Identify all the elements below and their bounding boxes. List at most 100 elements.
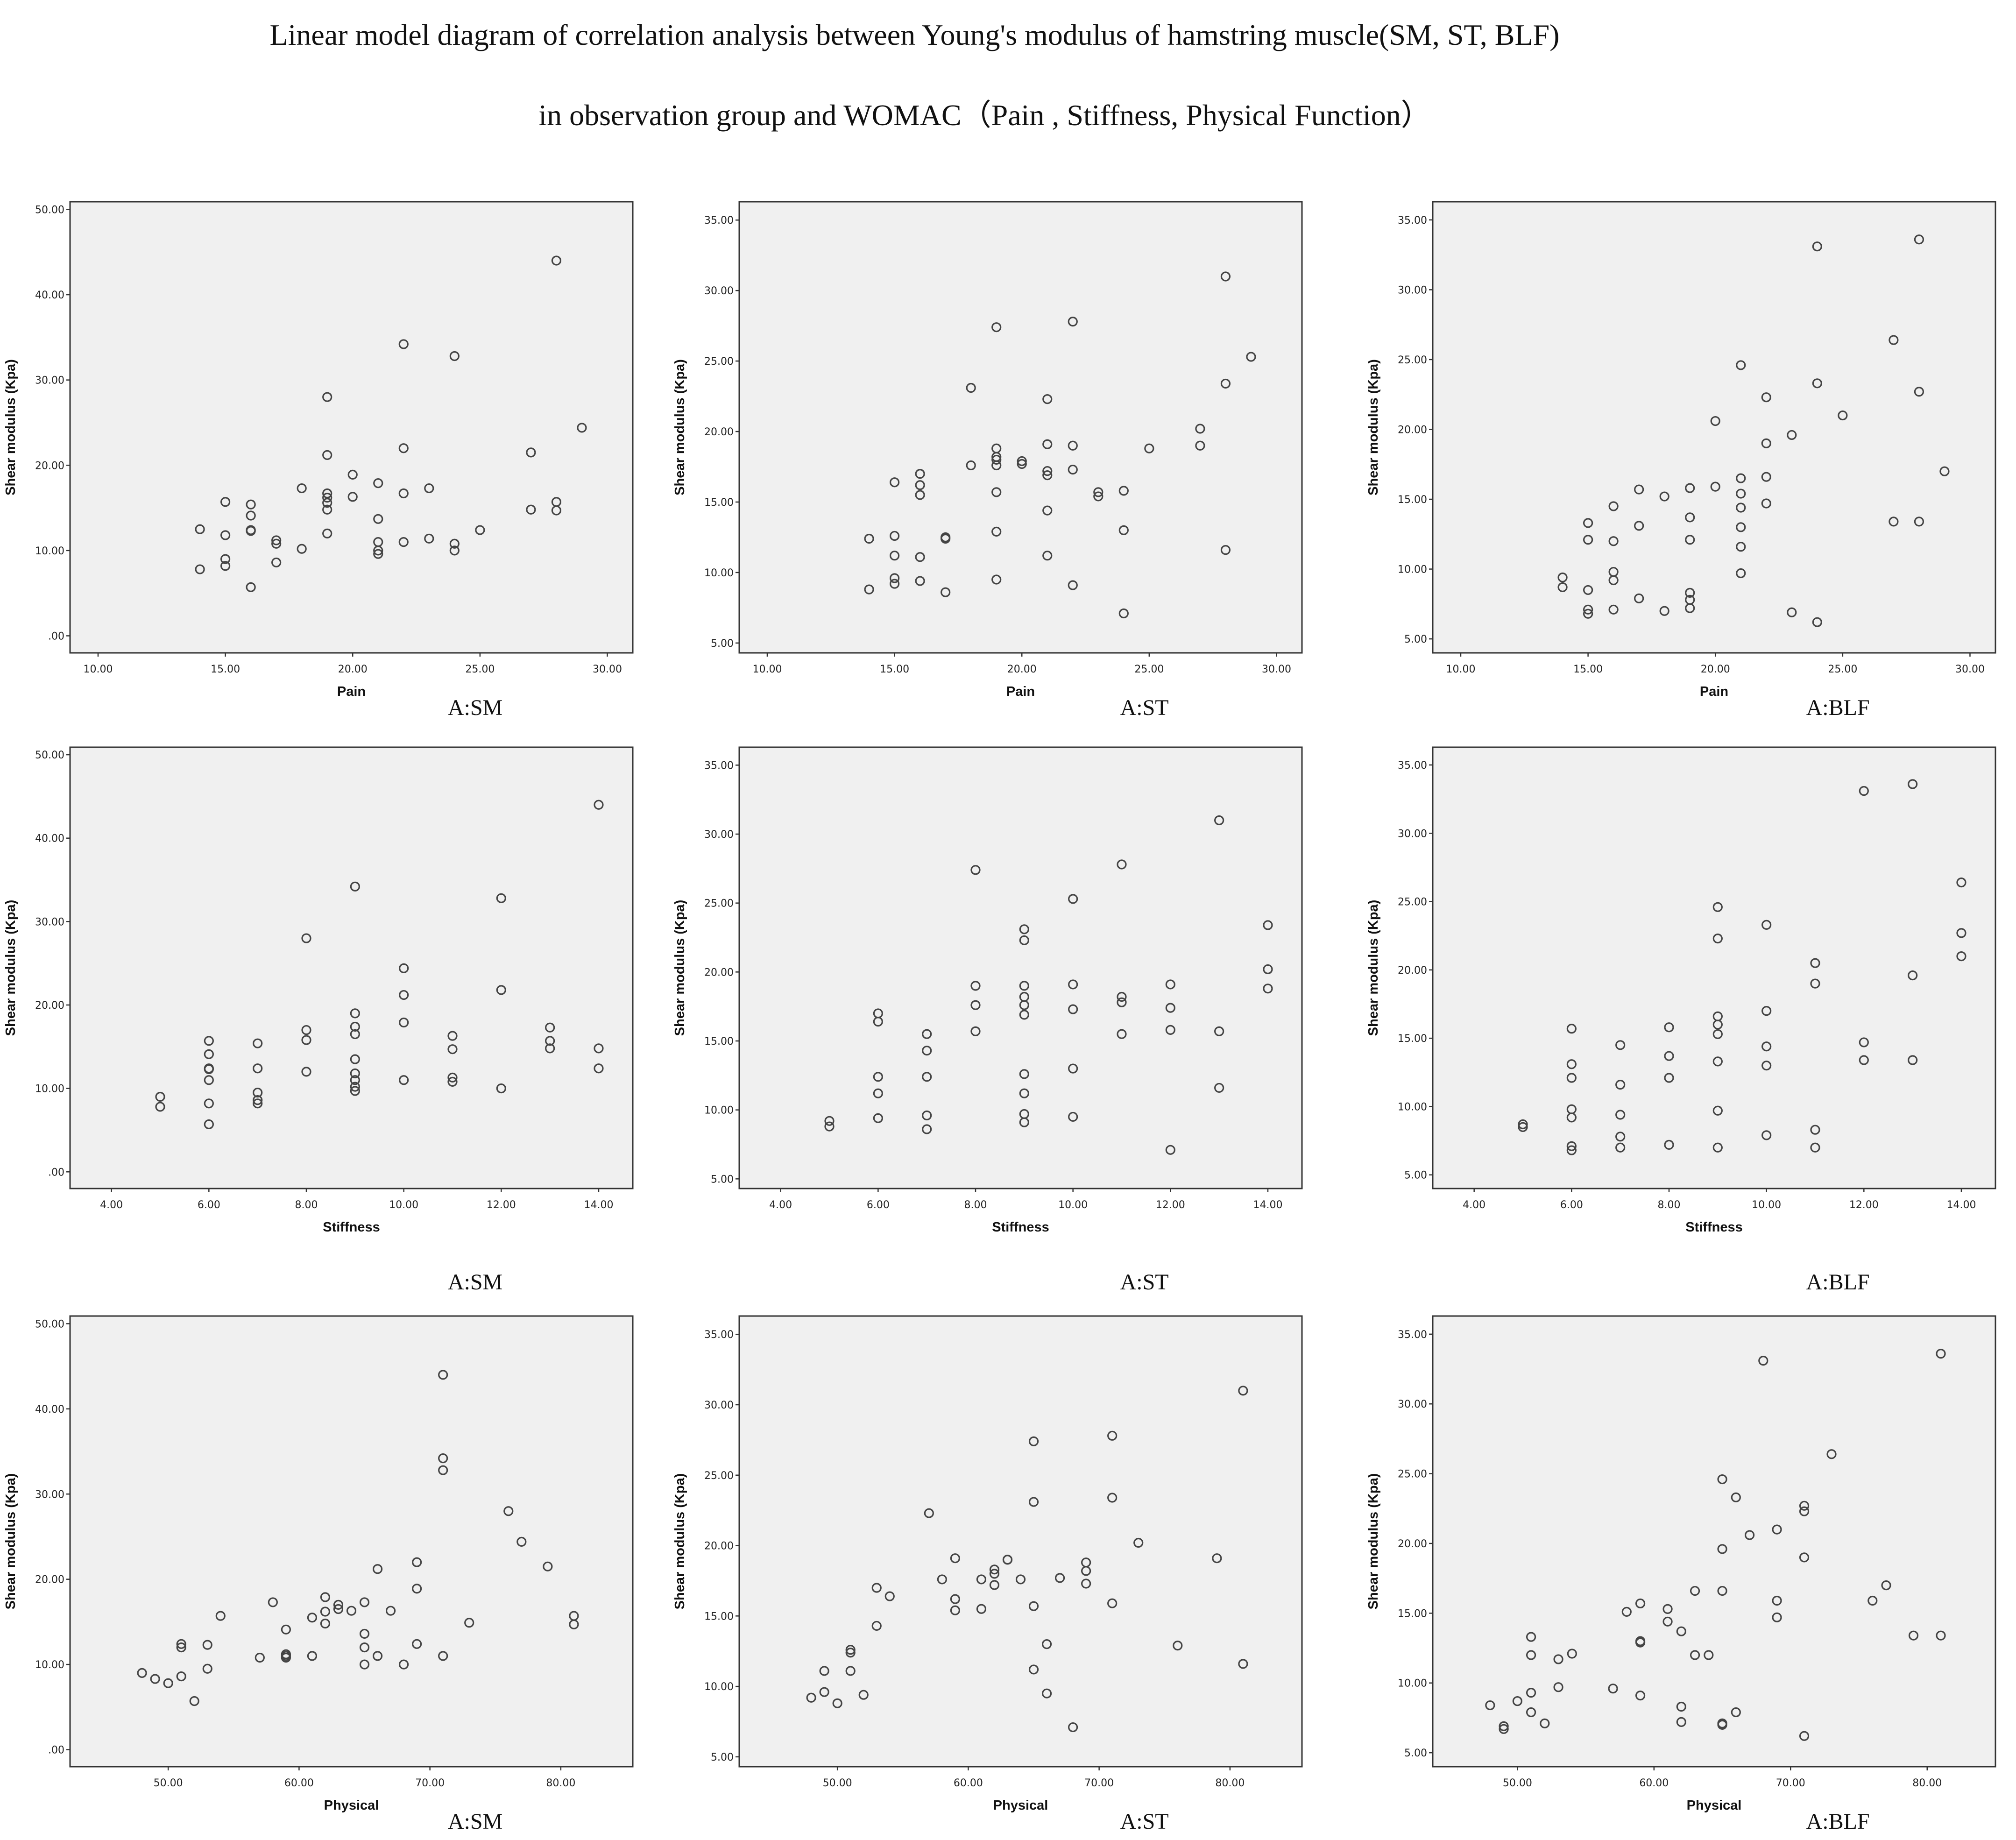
data-point <box>890 477 900 488</box>
data-point <box>884 1591 895 1601</box>
data-point <box>858 1690 869 1700</box>
data-point <box>204 1119 214 1130</box>
data-point <box>970 1000 981 1010</box>
y-tick-label: 35.00 <box>704 215 734 226</box>
x-tick-label: 4.00 <box>769 1199 792 1211</box>
y-tick-label: 30.00 <box>704 1400 734 1411</box>
x-tick-label: 6.00 <box>867 1199 890 1211</box>
data-point <box>1736 568 1746 579</box>
x-axis-label: Stiffness <box>1685 1220 1742 1235</box>
data-point <box>155 1102 165 1112</box>
data-point <box>806 1692 816 1703</box>
data-point <box>496 893 506 903</box>
x-axis-label: Pain <box>337 684 366 699</box>
y-tick-label: 5.00 <box>1404 1748 1427 1759</box>
data-point <box>1144 443 1154 453</box>
data-point <box>1758 1356 1768 1366</box>
data-point <box>871 1583 882 1593</box>
data-point <box>1246 352 1256 362</box>
y-tick-label: 15.00 <box>1398 494 1427 506</box>
data-point <box>1615 1110 1626 1120</box>
data-point <box>1212 1553 1222 1564</box>
data-point <box>220 561 231 571</box>
y-axis-label: Shear modulus (Kpa) <box>672 900 687 1036</box>
data-point <box>989 1580 1000 1590</box>
data-point <box>1664 1139 1674 1150</box>
data-point <box>320 1606 331 1617</box>
data-point <box>1761 1006 1772 1016</box>
data-point <box>1608 1684 1618 1694</box>
data-point <box>1557 572 1568 583</box>
data-point <box>1690 1650 1700 1660</box>
data-point <box>989 1569 1000 1579</box>
x-tick-label: 10.00 <box>389 1199 418 1211</box>
y-tick-label: .00 <box>48 630 64 642</box>
x-tick-label: 70.00 <box>1776 1777 1805 1789</box>
plot-area <box>1432 201 1996 654</box>
data-point <box>873 1088 883 1098</box>
data-point <box>1165 1145 1175 1155</box>
data-point <box>1553 1682 1563 1692</box>
data-point <box>1499 1724 1509 1734</box>
y-tick-label: .00 <box>48 1167 64 1178</box>
data-point <box>873 1113 883 1123</box>
data-point <box>1772 1524 1782 1535</box>
data-point <box>1772 1595 1782 1606</box>
data-point <box>1068 464 1078 475</box>
data-point <box>864 584 874 594</box>
data-point <box>989 1564 1000 1575</box>
data-point <box>475 525 485 535</box>
x-tick-label: 10.00 <box>1058 1199 1088 1211</box>
data-point <box>350 881 360 892</box>
data-point <box>1761 1130 1772 1140</box>
data-point <box>1908 1630 1919 1641</box>
data-point <box>1566 1059 1577 1069</box>
data-point <box>1859 1055 1869 1065</box>
y-tick-label: 30.00 <box>704 829 734 841</box>
data-point <box>195 524 205 534</box>
data-point <box>1889 335 1899 345</box>
data-point <box>991 526 1002 537</box>
data-point <box>268 1597 278 1607</box>
data-point <box>845 1645 856 1655</box>
data-point <box>1634 521 1644 531</box>
scatter-plot-pain-sm: 10.00 15.00 20.00 25.00 30.00 .00 10.00 20.00 30… <box>3 201 634 720</box>
y-tick-label: 20.00 <box>1398 965 1427 977</box>
x-tick-label: 14.00 <box>1946 1199 1976 1211</box>
x-tick-label: 50.00 <box>823 1777 852 1789</box>
data-point <box>1015 1574 1026 1585</box>
data-point <box>1799 1731 1810 1741</box>
data-point <box>1664 1022 1674 1033</box>
x-tick-label: 14.00 <box>584 1199 613 1211</box>
y-tick-label: 25.00 <box>1398 354 1427 366</box>
data-point <box>1133 1537 1144 1548</box>
y-tick-label: 30.00 <box>1398 1399 1427 1410</box>
data-point <box>922 1110 932 1121</box>
panel-caption: A:BLF <box>1806 1809 1870 1834</box>
data-point <box>1731 1492 1741 1502</box>
data-point <box>1019 1010 1029 1020</box>
y-axis-label: Shear modulus (Kpa) <box>672 1473 687 1610</box>
data-point <box>350 1021 360 1032</box>
data-point <box>594 1043 604 1054</box>
data-point <box>301 933 311 943</box>
scatter-plot-pain-st: 10.00 15.00 20.00 25.00 30.00 5.00 10.00 15.00 2… <box>672 201 1303 720</box>
data-point <box>864 533 874 544</box>
data-point <box>1165 979 1175 990</box>
data-point <box>1812 378 1822 389</box>
x-tick-label: 60.00 <box>284 1777 314 1789</box>
data-point <box>204 1049 214 1059</box>
y-tick-label: 5.00 <box>711 1752 734 1763</box>
data-point <box>320 1592 331 1602</box>
data-point <box>1567 1649 1577 1659</box>
x-tick-label: 12.00 <box>487 1199 516 1211</box>
data-point <box>1676 1717 1686 1727</box>
data-point <box>1117 997 1127 1007</box>
y-axis-label: Shear modulus (Kpa) <box>3 359 18 495</box>
data-point <box>1117 1029 1127 1039</box>
y-tick-label: 50.00 <box>35 750 64 761</box>
data-point <box>176 1671 186 1682</box>
data-point <box>1019 1117 1029 1127</box>
data-point <box>1068 1111 1078 1122</box>
data-point <box>1761 472 1771 482</box>
